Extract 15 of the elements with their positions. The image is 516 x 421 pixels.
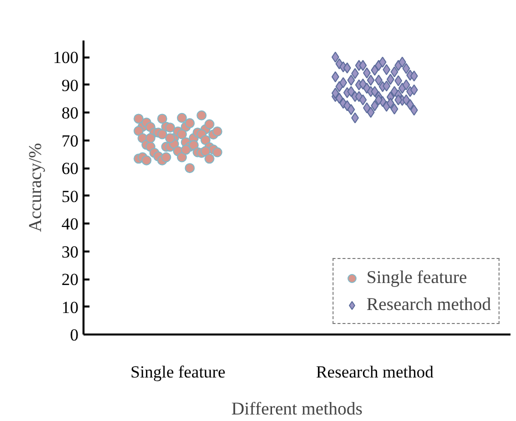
y-tick-label: 70 (62, 131, 78, 150)
y-tick-label: 10 (62, 298, 78, 317)
y-tick-label: 90 (62, 76, 78, 95)
y-tick-label: 60 (62, 159, 78, 178)
y-axis-title: Accuracy/% (25, 143, 45, 232)
legend-label: Research method (366, 294, 491, 315)
y-tick-label: 50 (62, 186, 78, 206)
x-axis-title: Different methods (231, 398, 363, 418)
y-tick-label: 100 (53, 48, 78, 68)
y-tick-label: 40 (62, 214, 78, 234)
y-tick-label: 30 (62, 242, 78, 262)
y-tick-label: 80 (62, 104, 78, 123)
legend-label: Single feature (366, 267, 468, 288)
y-tick-label: 0 (70, 326, 78, 344)
y-tick-label: 20 (62, 270, 78, 290)
